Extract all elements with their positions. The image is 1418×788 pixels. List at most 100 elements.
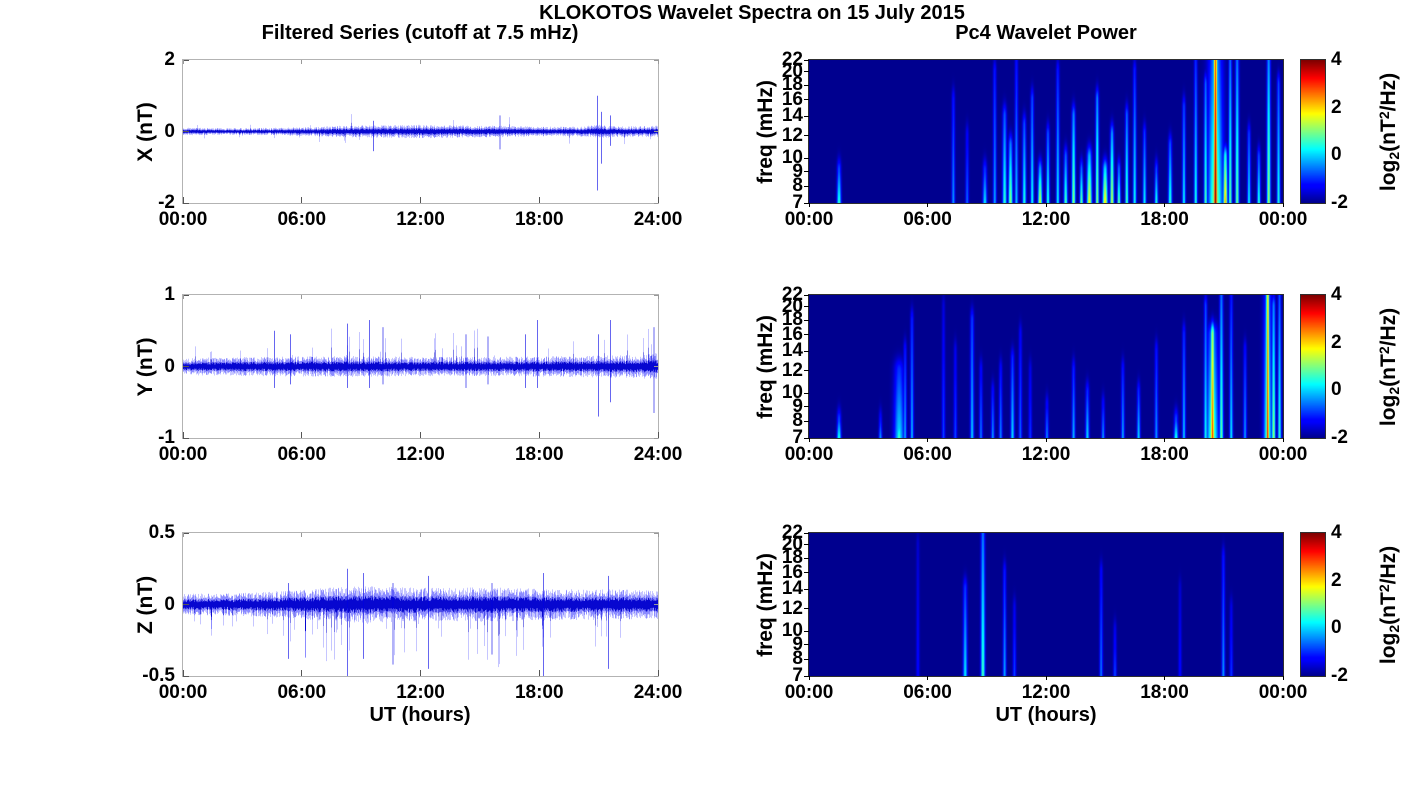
freq-tick-label: 12	[781, 597, 803, 619]
x-tick-label: 18:00	[1140, 209, 1189, 230]
figure-title: KLOKOTOS Wavelet Spectra on 15 July 2015	[539, 2, 965, 24]
x-tick-label: 06:00	[277, 444, 327, 465]
x-tick-label: 00:00	[1258, 444, 1308, 465]
colorbar	[1300, 532, 1326, 677]
x-tick-label: 24:00	[633, 209, 683, 230]
tick-mark	[654, 437, 658, 439]
tick-mark	[182, 670, 184, 676]
z-wavelet-power-canvas	[809, 533, 1283, 676]
tick-mark	[183, 604, 189, 605]
tick-mark	[927, 676, 928, 680]
colorbar-tick-label: -2	[1331, 665, 1348, 686]
x-wavelet-power-heatmap	[808, 59, 1284, 204]
tick-mark	[804, 572, 809, 574]
tick-mark	[420, 432, 421, 438]
tick-mark	[182, 432, 184, 438]
y-tick-label: -2	[158, 192, 175, 213]
x-tick-label: 06:00	[277, 682, 327, 703]
freq-axis-label: freq (mHz)	[754, 79, 777, 184]
tick-mark	[804, 294, 809, 296]
x-tick-label: 00:00	[158, 444, 208, 465]
freq-tick-label: 14	[781, 340, 803, 362]
colorbar-tick-label: 2	[1331, 96, 1342, 118]
z-wavelet-power-heatmap	[808, 532, 1284, 677]
left-column-title: Filtered Series (cutoff at 7.5 mHz)	[261, 22, 579, 44]
tick-mark	[182, 533, 184, 537]
tick-mark	[657, 295, 659, 299]
x-tick-label: 12:00	[396, 682, 445, 703]
tick-mark	[654, 366, 658, 367]
freq-tick-label: 22	[781, 49, 803, 70]
x-tick-label: 24:00	[633, 444, 683, 465]
tick-mark	[804, 392, 809, 394]
freq-tick-label: 10	[781, 382, 803, 404]
colorbar-tick-label: 2	[1331, 331, 1342, 353]
tick-mark	[1164, 438, 1165, 442]
freq-tick-label: 20	[781, 60, 803, 82]
freq-tick-label: 10	[781, 147, 803, 169]
y-wavelet-power-heatmap	[808, 294, 1284, 439]
tick-mark	[804, 608, 809, 610]
tick-mark	[538, 533, 540, 537]
tick-mark	[183, 294, 189, 296]
y-tick-label: -0.5	[142, 665, 175, 686]
colorbar-tick-label: 4	[1331, 284, 1342, 305]
x-tick-label: 00:00	[158, 209, 208, 230]
freq-tick-label: 18	[781, 74, 803, 96]
colorbar-tick-label: 2	[1331, 569, 1342, 591]
colorbar-tick-label: 0	[1331, 144, 1342, 166]
freq-tick-label: 16	[781, 561, 803, 583]
tick-mark	[1282, 676, 1284, 680]
tick-mark	[804, 306, 809, 308]
tick-mark	[657, 670, 659, 676]
freq-tick-label: 10	[781, 620, 803, 642]
colorbar-unit-label: log2(nT2/Hz)	[1376, 307, 1402, 426]
tick-mark	[804, 630, 809, 632]
x-tick-label: 00:00	[784, 209, 834, 230]
tick-mark	[183, 59, 189, 61]
x-tick-label: 24:00	[633, 682, 683, 703]
tick-mark	[183, 532, 189, 534]
tick-mark	[538, 432, 540, 438]
x-tick-label: 12:00	[1021, 444, 1071, 465]
right-x-axis-label: UT (hours)	[995, 704, 1097, 726]
tick-mark	[182, 295, 184, 299]
x-tick-label: 00:00	[784, 444, 834, 465]
y-tick-label: 2	[164, 49, 175, 70]
y-tick-label: -1	[158, 427, 175, 448]
tick-mark	[804, 185, 809, 187]
tick-mark	[183, 437, 189, 439]
tick-mark	[420, 670, 421, 676]
x-tick-label: 12:00	[396, 444, 445, 465]
tick-mark	[183, 675, 189, 677]
y-axis-label: X (nT)	[134, 101, 157, 162]
tick-mark	[182, 197, 184, 203]
freq-tick-label: 8	[792, 648, 803, 670]
tick-mark	[654, 532, 658, 534]
tick-mark	[654, 675, 658, 677]
tick-mark	[183, 366, 189, 367]
tick-mark	[808, 438, 810, 442]
freq-tick-label: 18	[781, 309, 803, 331]
y-tick-label: 0.5	[148, 522, 175, 543]
tick-mark	[183, 131, 189, 132]
y-axis-label: Y (nT)	[134, 336, 157, 397]
x-tick-label: 06:00	[277, 209, 327, 230]
tick-mark	[654, 131, 658, 132]
freq-tick-label: 22	[781, 522, 803, 543]
tick-mark	[301, 60, 303, 64]
freq-tick-label: 8	[792, 410, 803, 432]
freq-tick-label: 16	[781, 88, 803, 110]
x-filtered-series-canvas	[183, 60, 658, 203]
tick-mark	[804, 658, 809, 660]
tick-mark	[804, 157, 809, 159]
tick-mark	[804, 350, 809, 352]
freq-tick-label: 7	[792, 192, 803, 213]
tick-mark	[804, 588, 809, 590]
freq-tick-label: 20	[781, 295, 803, 317]
freq-axis-label: freq (mHz)	[754, 552, 777, 657]
tick-mark	[804, 544, 809, 546]
freq-tick-label: 9	[792, 160, 803, 182]
freq-tick-label: 12	[781, 359, 803, 381]
